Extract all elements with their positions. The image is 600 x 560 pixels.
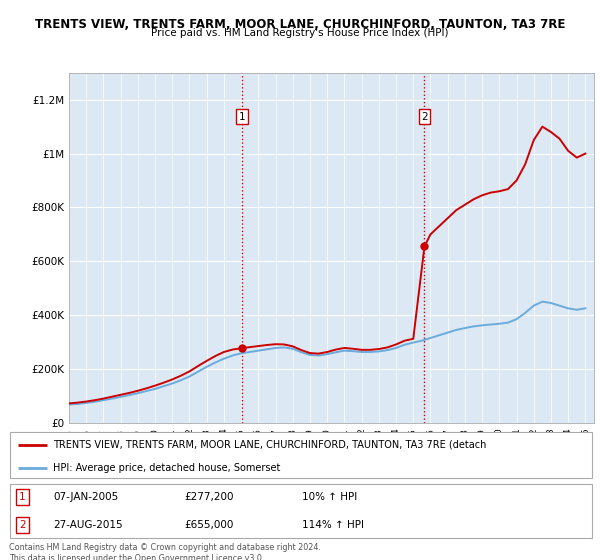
Text: 1: 1	[238, 111, 245, 122]
Text: 2: 2	[421, 111, 428, 122]
FancyBboxPatch shape	[10, 484, 592, 538]
FancyBboxPatch shape	[10, 432, 592, 478]
Text: £655,000: £655,000	[185, 520, 234, 530]
Text: HPI: Average price, detached house, Somerset: HPI: Average price, detached house, Some…	[53, 463, 280, 473]
Text: TRENTS VIEW, TRENTS FARM, MOOR LANE, CHURCHINFORD, TAUNTON, TA3 7RE (detach: TRENTS VIEW, TRENTS FARM, MOOR LANE, CHU…	[53, 440, 486, 450]
Text: Price paid vs. HM Land Registry's House Price Index (HPI): Price paid vs. HM Land Registry's House …	[151, 28, 449, 38]
Text: £277,200: £277,200	[185, 492, 234, 502]
Text: 1: 1	[19, 492, 26, 502]
Text: 27-AUG-2015: 27-AUG-2015	[53, 520, 122, 530]
Text: 114% ↑ HPI: 114% ↑ HPI	[302, 520, 364, 530]
Text: Contains HM Land Registry data © Crown copyright and database right 2024.
This d: Contains HM Land Registry data © Crown c…	[9, 543, 321, 560]
Text: TRENTS VIEW, TRENTS FARM, MOOR LANE, CHURCHINFORD, TAUNTON, TA3 7RE: TRENTS VIEW, TRENTS FARM, MOOR LANE, CHU…	[35, 18, 565, 31]
Text: 10% ↑ HPI: 10% ↑ HPI	[302, 492, 357, 502]
Text: 2: 2	[19, 520, 26, 530]
Text: 07-JAN-2005: 07-JAN-2005	[53, 492, 118, 502]
